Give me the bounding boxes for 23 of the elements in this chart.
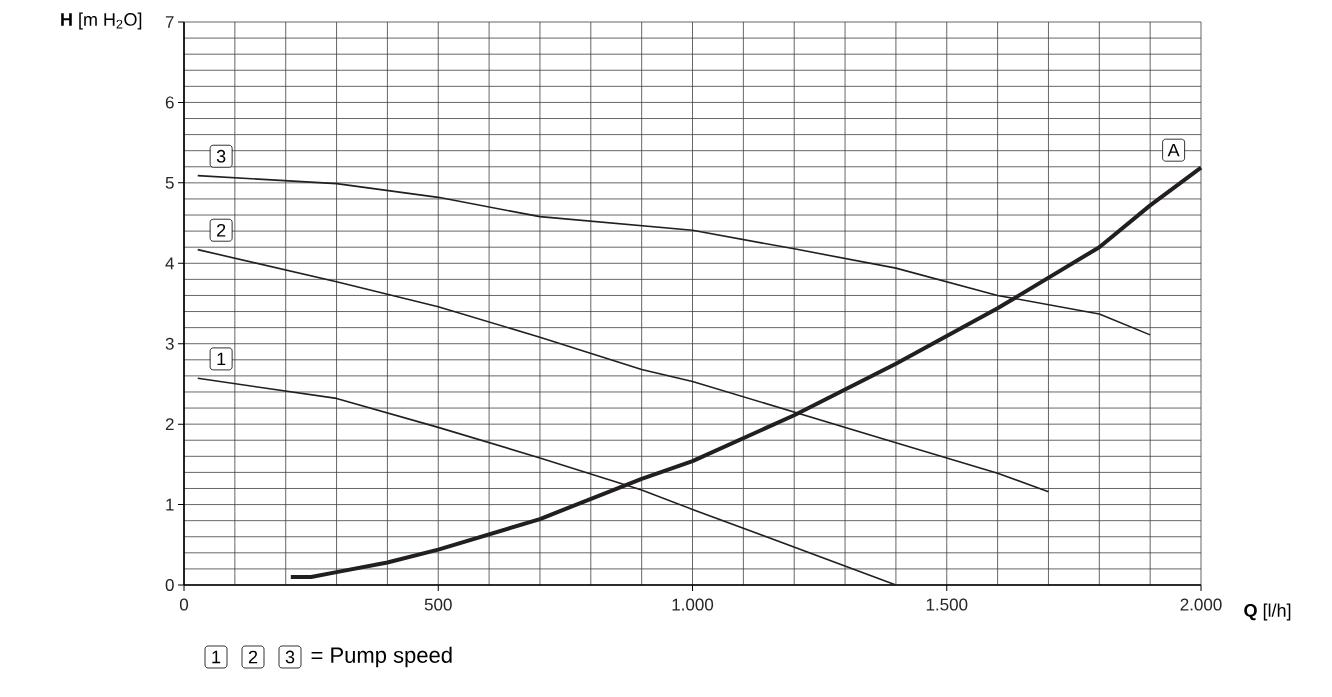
- text: 3: [285, 650, 295, 664]
- y-tick-label: 5: [165, 176, 174, 189]
- series-label: 3: [216, 149, 226, 163]
- text: 1: [212, 650, 221, 664]
- x-tick-label: 1.000: [672, 598, 714, 611]
- x-tick-label: 1.500: [926, 598, 968, 611]
- y-tick-label: 2: [165, 418, 174, 431]
- text: = Pump speed: [311, 646, 452, 668]
- series-label: 2: [217, 223, 226, 237]
- series-label: A: [1167, 143, 1180, 157]
- y-tick-label: 6: [165, 96, 174, 109]
- x-tick-label: 2.000: [1180, 598, 1222, 611]
- y-axis-title: H [m H$_{2}$O]: [61, 12, 142, 30]
- y-tick-label: 0: [165, 578, 174, 592]
- x-axis-title: Q [l/h]: [1244, 603, 1291, 621]
- y-tick-label: 4: [165, 257, 174, 270]
- y-tick-label: 1: [166, 498, 174, 511]
- text: 2: [248, 650, 258, 664]
- y-tick-label: 7: [165, 16, 174, 28]
- x-tick-label: 500: [424, 598, 452, 611]
- x-tick-label: 0: [179, 598, 189, 611]
- series-label: 1: [217, 352, 226, 366]
- y-tick-label: 3: [165, 337, 174, 350]
